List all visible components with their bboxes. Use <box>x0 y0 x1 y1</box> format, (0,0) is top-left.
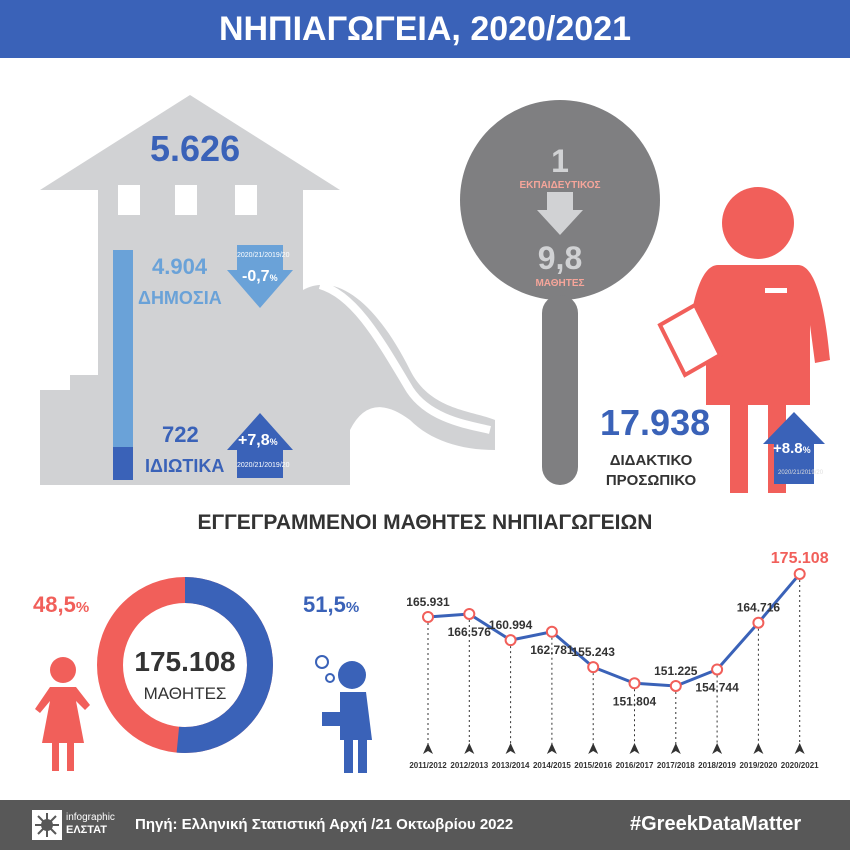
x-tick-label: 2020/2021 <box>781 761 819 770</box>
data-point <box>504 634 517 647</box>
data-point <box>545 625 558 638</box>
footer: infographic ΕΛΣΤΑΤ Πηγή: Ελληνική Στατισ… <box>0 800 850 850</box>
public-schools-value: 4.904 <box>152 254 208 279</box>
ratio-sign <box>460 100 660 485</box>
axis-marker-icon <box>670 743 681 754</box>
axis-marker-icon <box>546 743 557 754</box>
staff-change: +8.8% <box>773 440 811 457</box>
x-tick-label: 2017/2018 <box>657 761 695 770</box>
axis-marker-icon <box>712 743 723 754</box>
private-period: 2020/21/2019/20 <box>237 462 290 469</box>
staff-period: 2020/21/2019/20 <box>778 470 824 476</box>
x-tick-label: 2019/2020 <box>739 761 777 770</box>
data-point <box>463 607 476 620</box>
elstat-logo-icon <box>32 810 62 840</box>
x-tick-label: 2011/2012 <box>409 761 447 770</box>
public-schools-label: ΔΗΜΟΣΙΑ <box>138 288 222 308</box>
x-tick-label: 2015/2016 <box>574 761 612 770</box>
axis-marker-icon <box>794 743 805 754</box>
data-point <box>587 661 600 674</box>
ratio-teacher: 1 <box>551 143 569 179</box>
data-point <box>711 663 724 676</box>
private-schools-label: ΙΔΙΩΤΙΚΑ <box>145 456 225 476</box>
staff-up-arrow-icon <box>763 412 825 484</box>
section-title: ΕΓΓΕΓΡΑΜΜΕΝΟΙ ΜΑΘΗΤΕΣ ΝΗΠΙΑΓΩΓΕΙΩΝ <box>197 511 653 534</box>
boy-with-bubbles-icon <box>315 655 372 773</box>
x-tick-label: 2016/2017 <box>616 761 654 770</box>
x-tick-label: 2018/2019 <box>698 761 736 770</box>
axis-marker-icon <box>753 743 764 754</box>
x-tick-label: 2013/2014 <box>492 761 530 770</box>
data-label: 151.804 <box>613 694 657 708</box>
hashtag: #GreekDataMatter <box>630 813 802 835</box>
ratio-teacher-label: ΕΚΠΑΙΔΕΥΤΙΚΟΣ <box>519 180 601 191</box>
staff-value: 17.938 <box>600 402 711 443</box>
school-illustration <box>40 95 495 485</box>
data-label: 154.744 <box>695 680 739 694</box>
data-label: 151.225 <box>654 664 698 678</box>
data-point <box>752 616 765 629</box>
total-schools: 5.626 <box>150 128 241 169</box>
staff-label-1: ΔΙΔΑΚΤΙΚΟ <box>609 452 693 469</box>
ratio-students-label: ΜΑΘΗΤΕΣ <box>535 278 585 289</box>
source-text: Πηγή: Ελληνική Στατιστική Αρχή /21 Οκτωβ… <box>135 816 514 833</box>
axis-marker-icon <box>505 743 516 754</box>
public-period: 2020/21/2019/20 <box>237 252 290 259</box>
donut-label: ΜΑΘΗΤΕΣ <box>143 684 227 703</box>
logo-top-text: infographic <box>66 812 115 823</box>
x-tick-label: 2014/2015 <box>533 761 571 770</box>
data-label: 162.781 <box>530 643 574 657</box>
page-title: ΝΗΠΙΑΓΩΓΕΙΑ, 2020/2021 <box>0 0 850 58</box>
logo-bottom-text: ΕΛΣΤΑΤ <box>66 824 107 836</box>
data-point <box>793 567 806 580</box>
donut-total: 175.108 <box>134 646 236 677</box>
axis-marker-icon <box>464 743 475 754</box>
data-label: 160.994 <box>489 618 533 632</box>
staff-label-2: ΠΡΟΣΩΠΙΚΟ <box>605 472 697 489</box>
data-label: 155.243 <box>572 645 616 659</box>
girl-icon <box>35 657 90 771</box>
gender-donut-chart <box>97 577 273 753</box>
data-label: 175.108 <box>771 550 829 567</box>
x-tick-label: 2012/2013 <box>450 761 488 770</box>
donut-slice-boys <box>97 577 273 753</box>
enrollment-line-chart: 2011/2012 2012/2013 2013/2014 2014/2015 2015… <box>406 550 829 770</box>
ratio-students: 9,8 <box>537 240 583 276</box>
public-change: -0,7% <box>242 268 278 285</box>
private-schools-value: 722 <box>162 422 199 447</box>
data-point <box>669 679 682 692</box>
axis-marker-icon <box>588 743 599 754</box>
data-point <box>422 611 434 623</box>
axis-marker-icon <box>423 743 433 754</box>
data-point <box>628 677 641 690</box>
data-label: 165.931 <box>406 595 450 609</box>
data-label: 166.576 <box>448 625 492 639</box>
series-line <box>427 572 801 688</box>
private-change: +7,8% <box>238 432 278 449</box>
girls-percent: 48,5% <box>33 592 90 617</box>
axis-marker-icon <box>629 743 640 754</box>
data-label: 164.716 <box>737 601 781 615</box>
boys-percent: 51,5% <box>303 592 360 617</box>
